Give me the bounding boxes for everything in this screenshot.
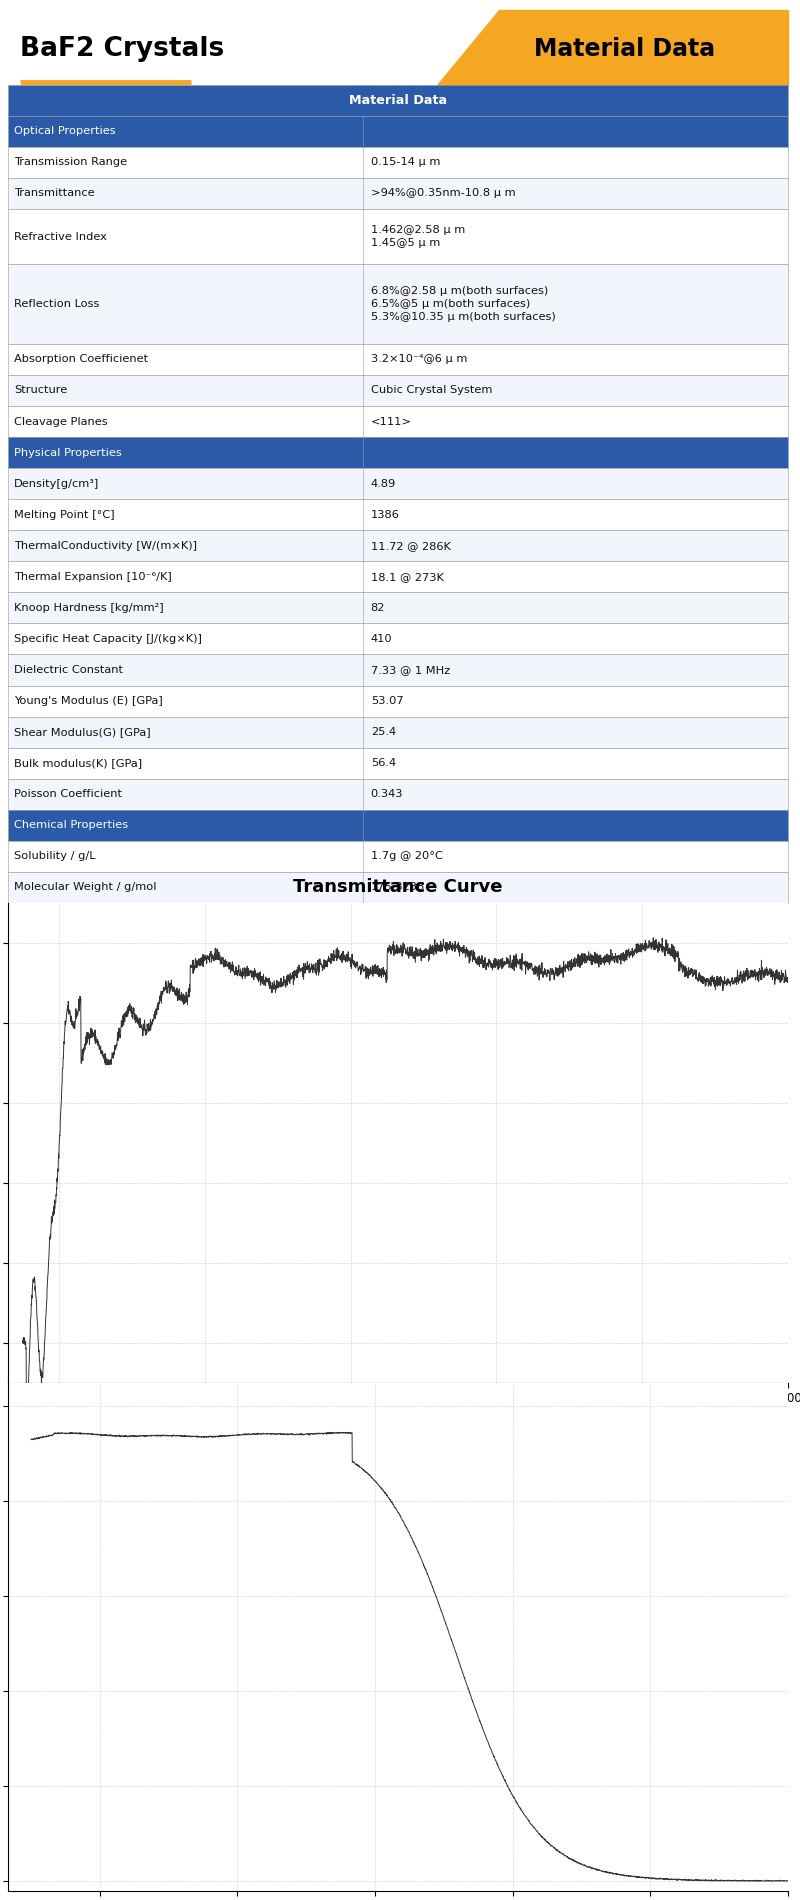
Text: 53.07: 53.07 — [370, 695, 403, 707]
Text: Material Data: Material Data — [534, 36, 714, 61]
Bar — [8, 779, 788, 809]
Bar — [8, 407, 788, 437]
Bar — [8, 749, 788, 779]
Text: 0.15-14 μ m: 0.15-14 μ m — [370, 158, 440, 167]
Text: Material Data: Material Data — [349, 93, 447, 106]
Text: Absorption Coefficienet: Absorption Coefficienet — [14, 355, 148, 365]
Text: Molecular Weight / g/mol: Molecular Weight / g/mol — [14, 882, 157, 893]
Bar — [8, 209, 788, 264]
Text: 82: 82 — [370, 602, 385, 614]
Text: 175.3238: 175.3238 — [370, 882, 425, 893]
Text: 3.2×10⁻⁴@6 μ m: 3.2×10⁻⁴@6 μ m — [370, 355, 467, 365]
Bar — [8, 146, 788, 179]
Bar — [8, 654, 788, 686]
Bar — [8, 716, 788, 749]
Text: 1.462@2.58 μ m
1.45@5 μ m: 1.462@2.58 μ m 1.45@5 μ m — [370, 226, 465, 249]
Text: Shear Modulus(G) [GPa]: Shear Modulus(G) [GPa] — [14, 728, 151, 737]
Bar — [8, 264, 788, 344]
Text: <111>: <111> — [370, 416, 412, 426]
Text: Bulk modulus(K) [GPa]: Bulk modulus(K) [GPa] — [14, 758, 142, 768]
Text: Poisson Coefficient: Poisson Coefficient — [14, 788, 122, 800]
Text: 1386: 1386 — [370, 509, 399, 521]
Title: Transmittance Curve: Transmittance Curve — [294, 878, 502, 897]
Text: Transmittance: Transmittance — [14, 188, 95, 198]
Bar — [8, 116, 788, 146]
Text: Specific Heat Capacity [J/(kg×K)]: Specific Heat Capacity [J/(kg×K)] — [14, 635, 202, 644]
Bar — [8, 686, 788, 716]
Bar — [8, 374, 788, 407]
Text: 6.8%@2.58 μ m(both surfaces)
6.5%@5 μ m(both surfaces)
5.3%@10.35 μ m(both surfa: 6.8%@2.58 μ m(both surfaces) 6.5%@5 μ m(… — [370, 287, 555, 321]
Text: 4.89: 4.89 — [370, 479, 396, 488]
Text: 18.1 @ 273K: 18.1 @ 273K — [370, 572, 443, 581]
Text: Density[g/cm³]: Density[g/cm³] — [14, 479, 99, 488]
Text: Cubic Crystal System: Cubic Crystal System — [370, 386, 492, 395]
Text: Melting Point [°C]: Melting Point [°C] — [14, 509, 115, 521]
Bar — [8, 560, 788, 593]
Bar — [8, 530, 788, 560]
Bar — [8, 437, 788, 467]
Text: Solubility / g/L: Solubility / g/L — [14, 851, 96, 861]
Text: Chemical Properties: Chemical Properties — [14, 821, 128, 830]
Text: 1.7g @ 20°C: 1.7g @ 20°C — [370, 851, 442, 861]
Text: Optical Properties: Optical Properties — [14, 125, 116, 137]
Text: Young's Modulus (E) [GPa]: Young's Modulus (E) [GPa] — [14, 695, 163, 707]
Bar — [8, 86, 788, 116]
Text: 0.343: 0.343 — [370, 788, 403, 800]
Polygon shape — [437, 10, 788, 86]
Bar — [8, 809, 788, 842]
Text: Refractive Index: Refractive Index — [14, 232, 107, 241]
Text: Transmission Range: Transmission Range — [14, 158, 127, 167]
Text: Cleavage Planes: Cleavage Planes — [14, 416, 108, 426]
Text: 25.4: 25.4 — [370, 728, 396, 737]
Text: Thermal Expansion [10⁻⁶/K]: Thermal Expansion [10⁻⁶/K] — [14, 572, 172, 581]
Text: Structure: Structure — [14, 386, 67, 395]
Bar — [8, 500, 788, 530]
Text: Reflection Loss: Reflection Loss — [14, 298, 100, 310]
Text: Physical Properties: Physical Properties — [14, 448, 122, 458]
Bar — [8, 842, 788, 872]
Text: 11.72 @ 286K: 11.72 @ 286K — [370, 542, 450, 551]
Text: BaF2 Crystals: BaF2 Crystals — [20, 36, 224, 61]
Text: Dielectric Constant: Dielectric Constant — [14, 665, 123, 674]
Text: 410: 410 — [370, 635, 392, 644]
Bar — [8, 467, 788, 500]
Bar — [8, 179, 788, 209]
Text: 7.33 @ 1 MHz: 7.33 @ 1 MHz — [370, 665, 450, 674]
Bar — [8, 623, 788, 654]
Bar — [8, 593, 788, 623]
Bar — [8, 344, 788, 374]
Text: Knoop Hardness [kg/mm²]: Knoop Hardness [kg/mm²] — [14, 602, 164, 614]
Bar — [8, 872, 788, 902]
Text: >94%@0.35nm-10.8 μ m: >94%@0.35nm-10.8 μ m — [370, 188, 515, 198]
Text: 56.4: 56.4 — [370, 758, 396, 768]
X-axis label: Wavelength / nm: Wavelength / nm — [345, 1412, 451, 1423]
Text: ThermalConductivity [W/(m×K)]: ThermalConductivity [W/(m×K)] — [14, 542, 198, 551]
